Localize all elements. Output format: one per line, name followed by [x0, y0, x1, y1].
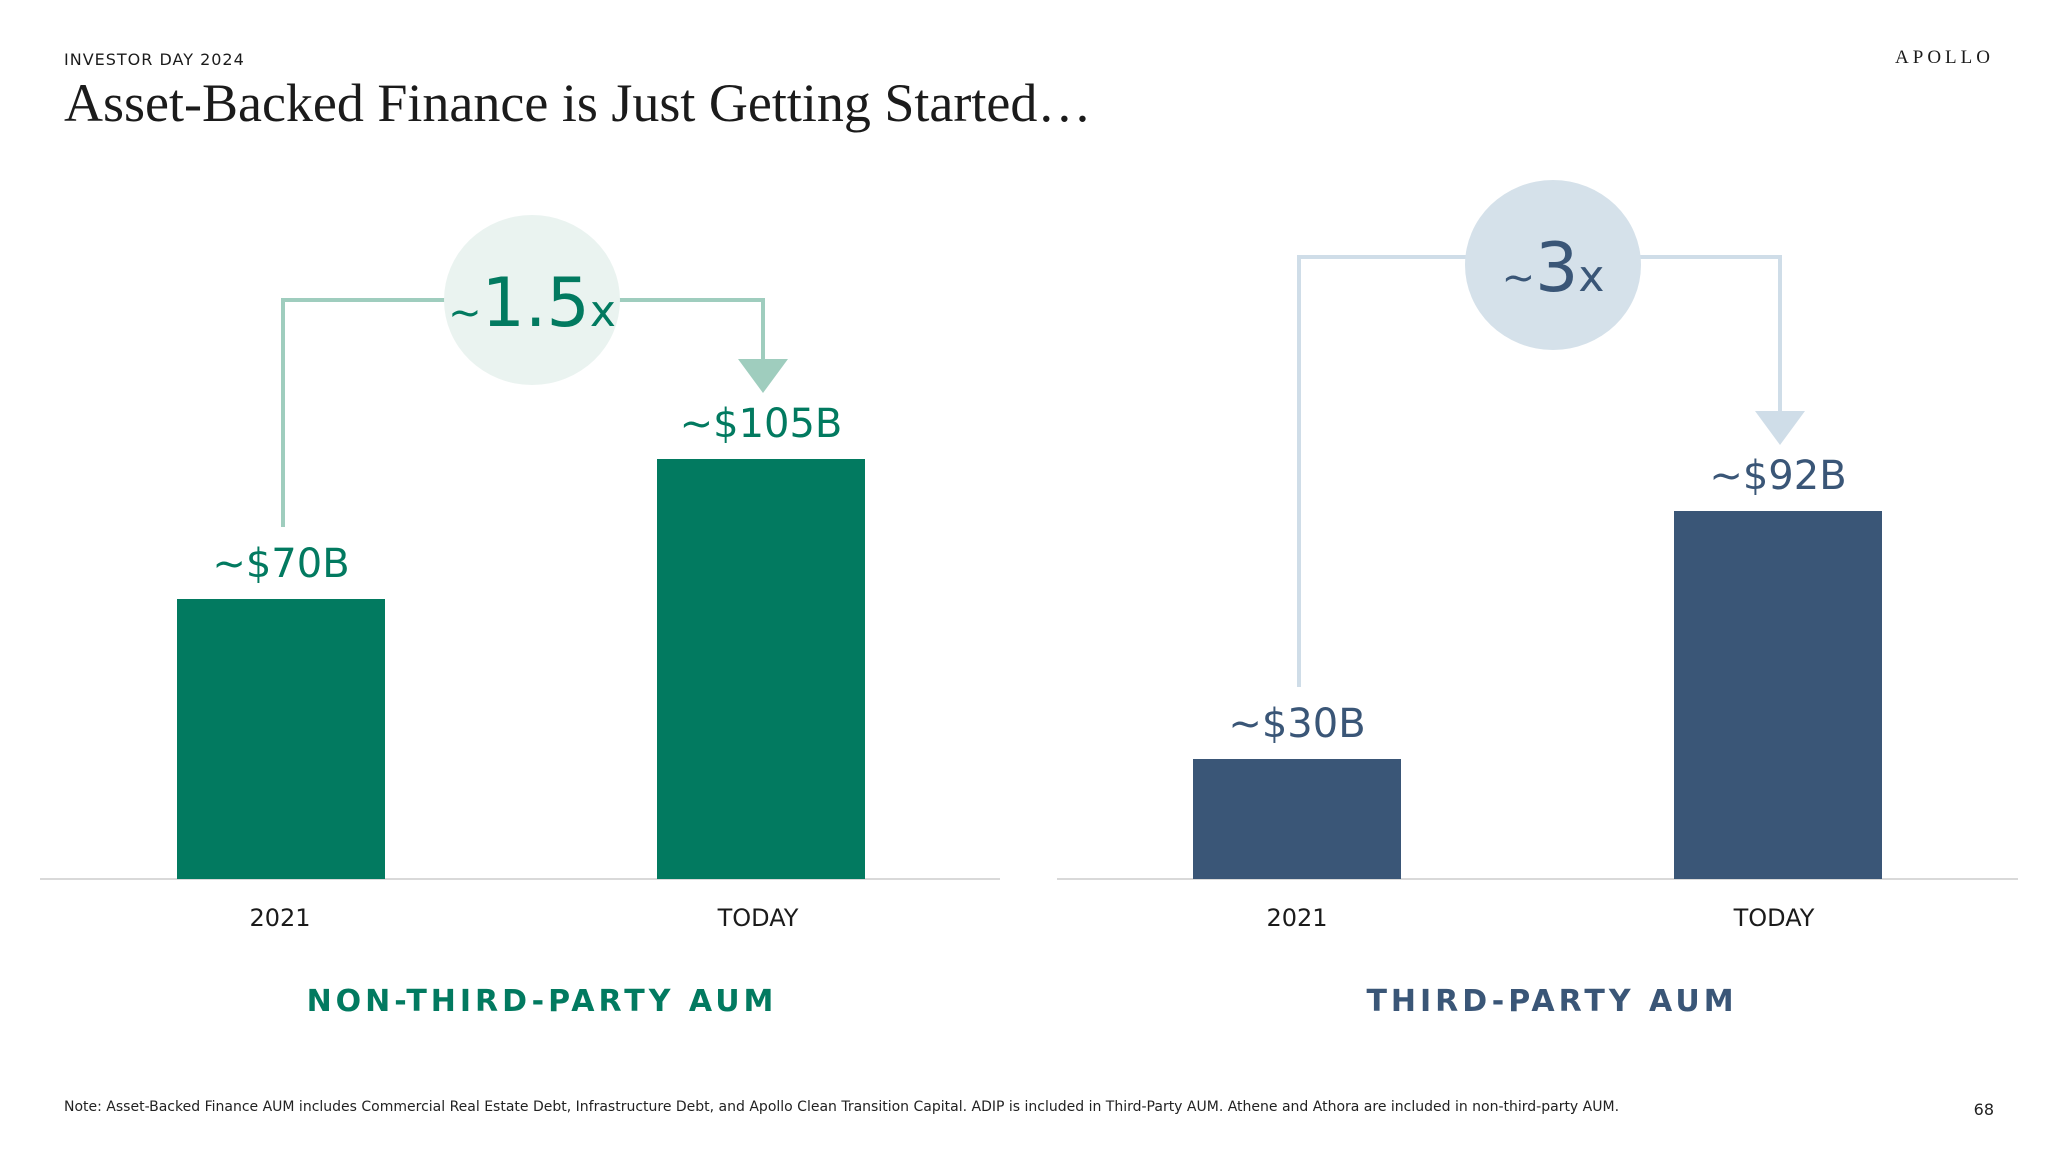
multiplier-part: x: [590, 286, 616, 337]
category-label: TODAY: [1733, 904, 1815, 932]
bar-today: [657, 459, 865, 879]
multiplier-part: ~: [448, 290, 482, 336]
panel-title: NON-THIRD-PARTY AUM: [307, 984, 778, 1019]
bar-2021: [177, 599, 385, 879]
arrow-down-icon: [738, 359, 788, 393]
multiplier-part: 1.5: [482, 264, 590, 343]
apollo-logo: APOLLO: [1895, 47, 1994, 68]
arrow-down-icon: [1755, 411, 1805, 445]
multiplier-bubble: [1465, 180, 1641, 350]
eyebrow-label: INVESTOR DAY 2024: [64, 50, 245, 69]
bar-2021: [1193, 759, 1401, 879]
data-label: ~$92B: [1709, 453, 1846, 499]
data-label: ~$30B: [1228, 701, 1365, 747]
category-label: 2021: [1266, 904, 1327, 932]
category-label: TODAY: [717, 904, 799, 932]
panel-title: THIRD-PARTY AUM: [1366, 984, 1737, 1019]
multiplier-part: ~: [1502, 255, 1536, 301]
page-title: Asset-Backed Finance is Just Getting Sta…: [64, 73, 1092, 133]
bar-today: [1674, 511, 1882, 879]
multiplier-bubble: [444, 215, 620, 385]
page-number: 68: [1973, 1100, 1994, 1119]
footnote: Note: Asset-Backed Finance AUM includes …: [64, 1099, 1620, 1115]
data-label: ~$105B: [680, 401, 843, 447]
data-label: ~$70B: [212, 541, 349, 587]
multiplier-part: 3: [1535, 229, 1578, 308]
multiplier-label: ~3x: [1502, 229, 1605, 308]
category-label: 2021: [249, 904, 310, 932]
multiplier-part: x: [1578, 251, 1604, 302]
multiplier-label: ~1.5x: [448, 264, 616, 343]
